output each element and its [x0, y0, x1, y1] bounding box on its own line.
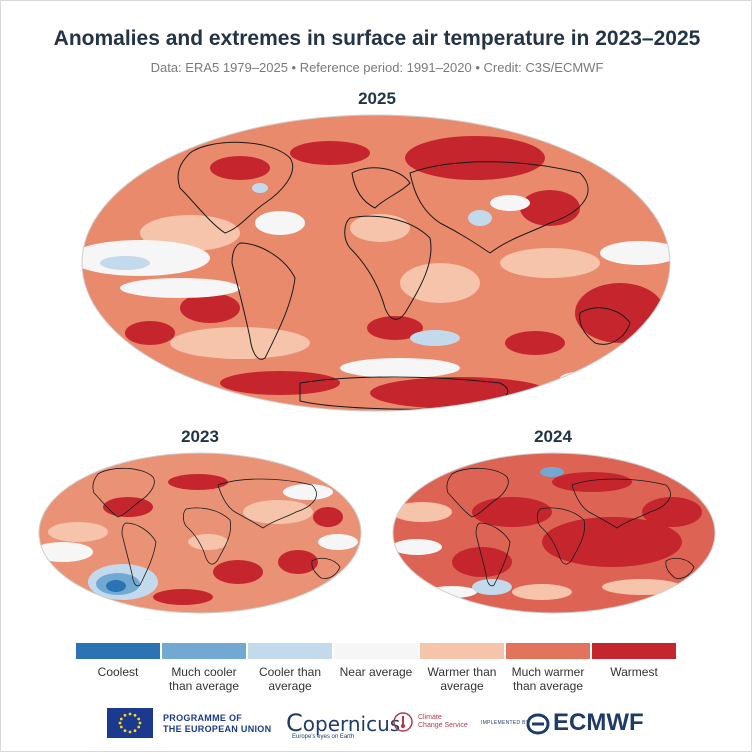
- near-average-patches: [39, 484, 358, 562]
- copernicus-c-icon: C: [286, 709, 303, 737]
- warmest-patches: [452, 472, 702, 577]
- map-2023-border: [38, 452, 362, 614]
- eu-text-line1: PROGRAMME OF: [163, 713, 243, 723]
- ecmwf-wordmark: ECMWF: [553, 709, 644, 736]
- map-2025-border: [81, 114, 671, 412]
- legend-label: Cooler than average: [258, 665, 322, 693]
- legend-item-much-warmer: Much warmer than average: [506, 643, 590, 693]
- legend: Coolest Much cooler than average Cooler …: [76, 643, 676, 703]
- legend-item-warmer: Warmer than average: [420, 643, 504, 693]
- c3s-thermometer-icon: [393, 712, 413, 732]
- legend-item-cooler: Cooler than average: [248, 643, 332, 693]
- legend-item-much-cooler: Much cooler than average: [162, 643, 246, 693]
- map-label-2025: 2025: [358, 89, 396, 108]
- legend-swatch: [162, 643, 246, 659]
- legend-swatch: [420, 643, 504, 659]
- warmest-patches: [103, 474, 343, 605]
- legend-swatch: [506, 643, 590, 659]
- c3s-text: Climate Change Service: [418, 714, 468, 730]
- eu-text-line2: THE EUROPEAN UNION: [163, 724, 272, 734]
- legend-item-near-average: Near average: [334, 643, 418, 679]
- legend-label: Coolest: [97, 665, 139, 679]
- eu-programme-text: PROGRAMME OF THE EUROPEAN UNION: [163, 713, 271, 735]
- c3s-line2: Change Service: [418, 722, 468, 729]
- map-2024-border: [392, 452, 716, 614]
- continent-outlines: [92, 467, 341, 587]
- ecmwf-icon: [526, 713, 550, 735]
- continent-outlines: [177, 141, 631, 410]
- eu-flag-icon: [107, 708, 153, 738]
- continent-outlines: [446, 467, 695, 587]
- copernicus-logo: Copernicus: [286, 709, 400, 737]
- cool-patches: [472, 467, 564, 595]
- legend-item-coolest: Coolest: [76, 643, 160, 679]
- map-label-2024: 2024: [534, 427, 572, 446]
- legend-label: Much warmer than average: [511, 665, 585, 693]
- footer-logos: PROGRAMME OF THE EUROPEAN UNION Copernic…: [0, 705, 754, 745]
- legend-label: Warmer than average: [427, 665, 497, 693]
- map-2023: [38, 452, 362, 614]
- figure-subtitle: Data: ERA5 1979–2025 • Reference period:…: [150, 60, 604, 75]
- legend-label: Much cooler than average: [168, 665, 240, 693]
- legend-item-warmest: Warmest: [592, 643, 676, 679]
- copernicus-wordmark: opernicus: [302, 712, 401, 736]
- legend-swatch: [592, 643, 676, 659]
- implemented-by-label: IMPLEMENTED BY: [481, 720, 530, 726]
- legend-label: Warmest: [610, 665, 658, 679]
- figure-title: Anomalies and extremes in surface air te…: [53, 27, 701, 50]
- map-2025: [81, 114, 671, 412]
- map-label-2023: 2023: [181, 427, 219, 446]
- cool-patches: [88, 564, 158, 600]
- c3s-line1: Climate: [418, 714, 442, 721]
- copernicus-tagline: Europe's eyes on Earth: [292, 734, 355, 740]
- warmer-patches: [48, 500, 313, 550]
- legend-swatch: [334, 643, 418, 659]
- legend-swatch: [248, 643, 332, 659]
- legend-swatch: [76, 643, 160, 659]
- warmer-patches: [393, 502, 682, 600]
- map-2024: [392, 452, 716, 614]
- legend-label: Near average: [339, 665, 413, 679]
- cooler-patches: [100, 183, 492, 346]
